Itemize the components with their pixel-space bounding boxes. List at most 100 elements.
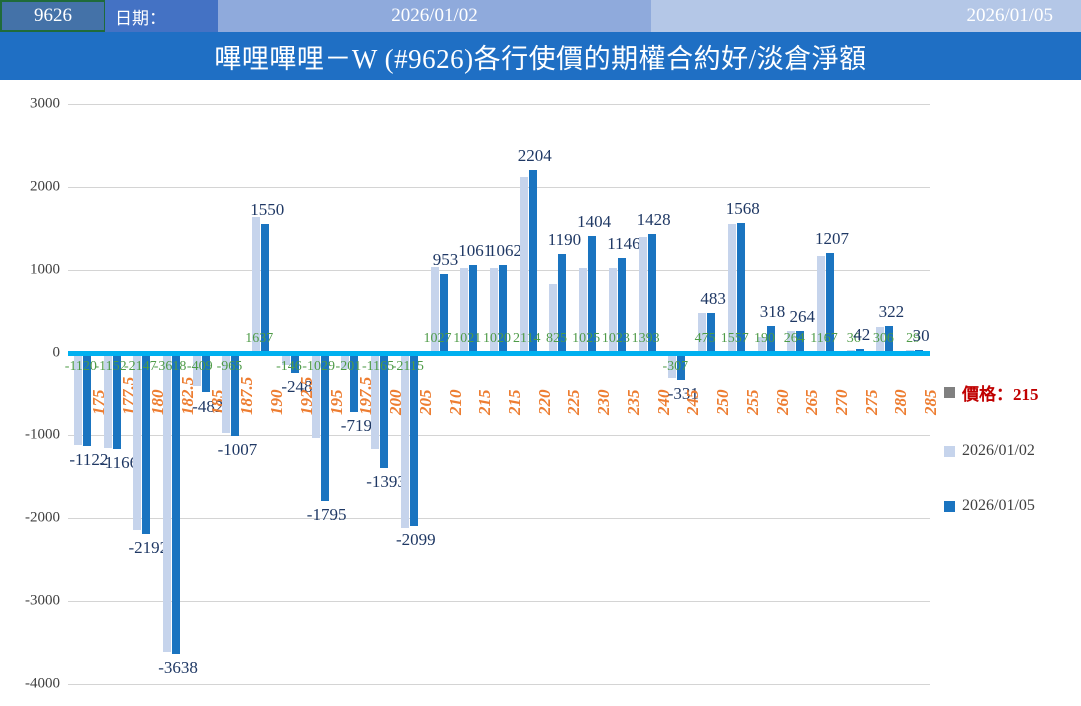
legend-item-series-2[interactable]: 2026/01/05 bbox=[944, 497, 1079, 515]
data-label: -1152 bbox=[94, 358, 127, 374]
bar[interactable] bbox=[528, 169, 537, 353]
data-label: -1122 bbox=[69, 449, 109, 469]
data-label: -2115 bbox=[391, 358, 424, 374]
data-label: 264 bbox=[783, 330, 805, 346]
bar[interactable] bbox=[192, 352, 201, 387]
bar[interactable] bbox=[290, 352, 299, 374]
bar[interactable] bbox=[252, 216, 261, 353]
bar[interactable] bbox=[82, 352, 91, 446]
bar[interactable] bbox=[766, 326, 775, 353]
data-label: 483 bbox=[700, 288, 726, 308]
gridline bbox=[68, 684, 930, 685]
legend-price-label: 價格：215 bbox=[962, 385, 1039, 404]
bar[interactable] bbox=[469, 264, 478, 353]
data-label: 1404 bbox=[577, 212, 612, 232]
bar[interactable] bbox=[222, 352, 231, 433]
bar[interactable] bbox=[400, 352, 409, 528]
data-label: -1166 bbox=[99, 453, 139, 473]
bar[interactable] bbox=[549, 284, 558, 353]
date-cell-1[interactable]: 2026/01/02 bbox=[218, 0, 651, 32]
data-label: 322 bbox=[878, 301, 905, 321]
data-label: 306 bbox=[872, 330, 894, 346]
bar[interactable] bbox=[787, 330, 796, 353]
bar[interactable] bbox=[142, 352, 151, 535]
legend-item-series-1[interactable]: 2026/01/02 bbox=[944, 442, 1079, 460]
data-label: 318 bbox=[759, 302, 786, 322]
data-label: 1568 bbox=[725, 198, 760, 218]
bar[interactable] bbox=[736, 222, 745, 353]
data-label: 30 bbox=[912, 326, 930, 346]
bar[interactable] bbox=[103, 352, 112, 448]
bar[interactable] bbox=[727, 223, 736, 353]
data-label: 1557 bbox=[720, 330, 749, 346]
bar[interactable] bbox=[380, 352, 389, 468]
x-axis-tick-label: 265 bbox=[802, 389, 822, 415]
x-axis-tick-label: 225 bbox=[564, 389, 584, 415]
bar[interactable] bbox=[698, 313, 707, 353]
bar[interactable] bbox=[320, 352, 329, 502]
bar[interactable] bbox=[638, 237, 647, 353]
bar[interactable] bbox=[677, 352, 686, 380]
bar[interactable] bbox=[647, 234, 656, 353]
bar[interactable] bbox=[876, 327, 885, 353]
bar[interactable] bbox=[757, 336, 766, 353]
bar[interactable] bbox=[281, 352, 290, 365]
bar[interactable] bbox=[201, 352, 210, 393]
bar[interactable] bbox=[796, 330, 805, 353]
bar[interactable] bbox=[261, 224, 270, 353]
data-label: 264 bbox=[789, 306, 815, 326]
zero-axis-line bbox=[68, 350, 930, 356]
bar[interactable] bbox=[112, 352, 121, 450]
bar[interactable] bbox=[885, 325, 894, 353]
bar[interactable] bbox=[707, 312, 716, 353]
y-axis-tick-label: -3000 bbox=[25, 592, 60, 609]
bar[interactable] bbox=[816, 255, 825, 353]
bar[interactable] bbox=[439, 273, 448, 353]
data-label: -1120 bbox=[64, 358, 97, 374]
bar[interactable] bbox=[133, 352, 142, 531]
bar[interactable] bbox=[460, 267, 469, 353]
data-label: 475 bbox=[694, 330, 716, 346]
bar[interactable] bbox=[163, 352, 172, 653]
data-label: 1393 bbox=[631, 330, 660, 346]
chart-title: 嗶哩嗶哩－W (#9626)各行使價的期權合約好/淡倉淨額 bbox=[0, 32, 1081, 80]
bar[interactable] bbox=[341, 352, 350, 370]
bar[interactable] bbox=[409, 352, 418, 527]
x-axis-tick-label: 280 bbox=[891, 389, 911, 415]
legend-item-price: 價格：215 bbox=[944, 380, 1079, 405]
bar[interactable] bbox=[231, 352, 240, 436]
bar[interactable] bbox=[350, 352, 359, 413]
bar[interactable] bbox=[579, 267, 588, 353]
bar[interactable] bbox=[430, 267, 439, 353]
data-label: -146 bbox=[276, 358, 302, 374]
stock-code-cell[interactable]: 9626 bbox=[0, 0, 105, 32]
date-cell-2[interactable]: 2026/01/05 bbox=[651, 0, 1081, 32]
bar[interactable] bbox=[558, 253, 567, 353]
gridline bbox=[68, 601, 930, 603]
bar[interactable] bbox=[499, 264, 507, 353]
bar[interactable] bbox=[668, 352, 677, 378]
bar[interactable] bbox=[588, 236, 597, 353]
data-label: -3618 bbox=[153, 358, 187, 374]
bar[interactable] bbox=[371, 352, 380, 450]
data-label: 1062 bbox=[488, 240, 522, 260]
bar[interactable] bbox=[490, 268, 498, 353]
x-axis-tick-label: 215 bbox=[505, 389, 524, 415]
bar[interactable] bbox=[311, 352, 320, 438]
x-axis-tick-label: 275 bbox=[861, 389, 881, 415]
bar[interactable] bbox=[617, 257, 626, 353]
spreadsheet-header-row: 9626 日期： 2026/01/02 2026/01/05 bbox=[0, 0, 1081, 32]
data-label: -307 bbox=[662, 358, 689, 374]
data-label: -331 bbox=[667, 383, 699, 403]
bar[interactable] bbox=[73, 352, 82, 446]
bar[interactable] bbox=[608, 267, 617, 353]
data-label: -3638 bbox=[158, 658, 198, 677]
bar[interactable] bbox=[172, 352, 181, 654]
bar[interactable] bbox=[519, 177, 528, 353]
data-label: 1146 bbox=[607, 233, 641, 253]
x-axis-tick-label: 187.5 bbox=[237, 376, 257, 415]
x-axis-tick-label: 270 bbox=[831, 389, 851, 415]
bar[interactable] bbox=[825, 252, 834, 353]
data-label: -719 bbox=[340, 416, 372, 436]
x-axis-tick-label: 260 bbox=[772, 389, 792, 415]
